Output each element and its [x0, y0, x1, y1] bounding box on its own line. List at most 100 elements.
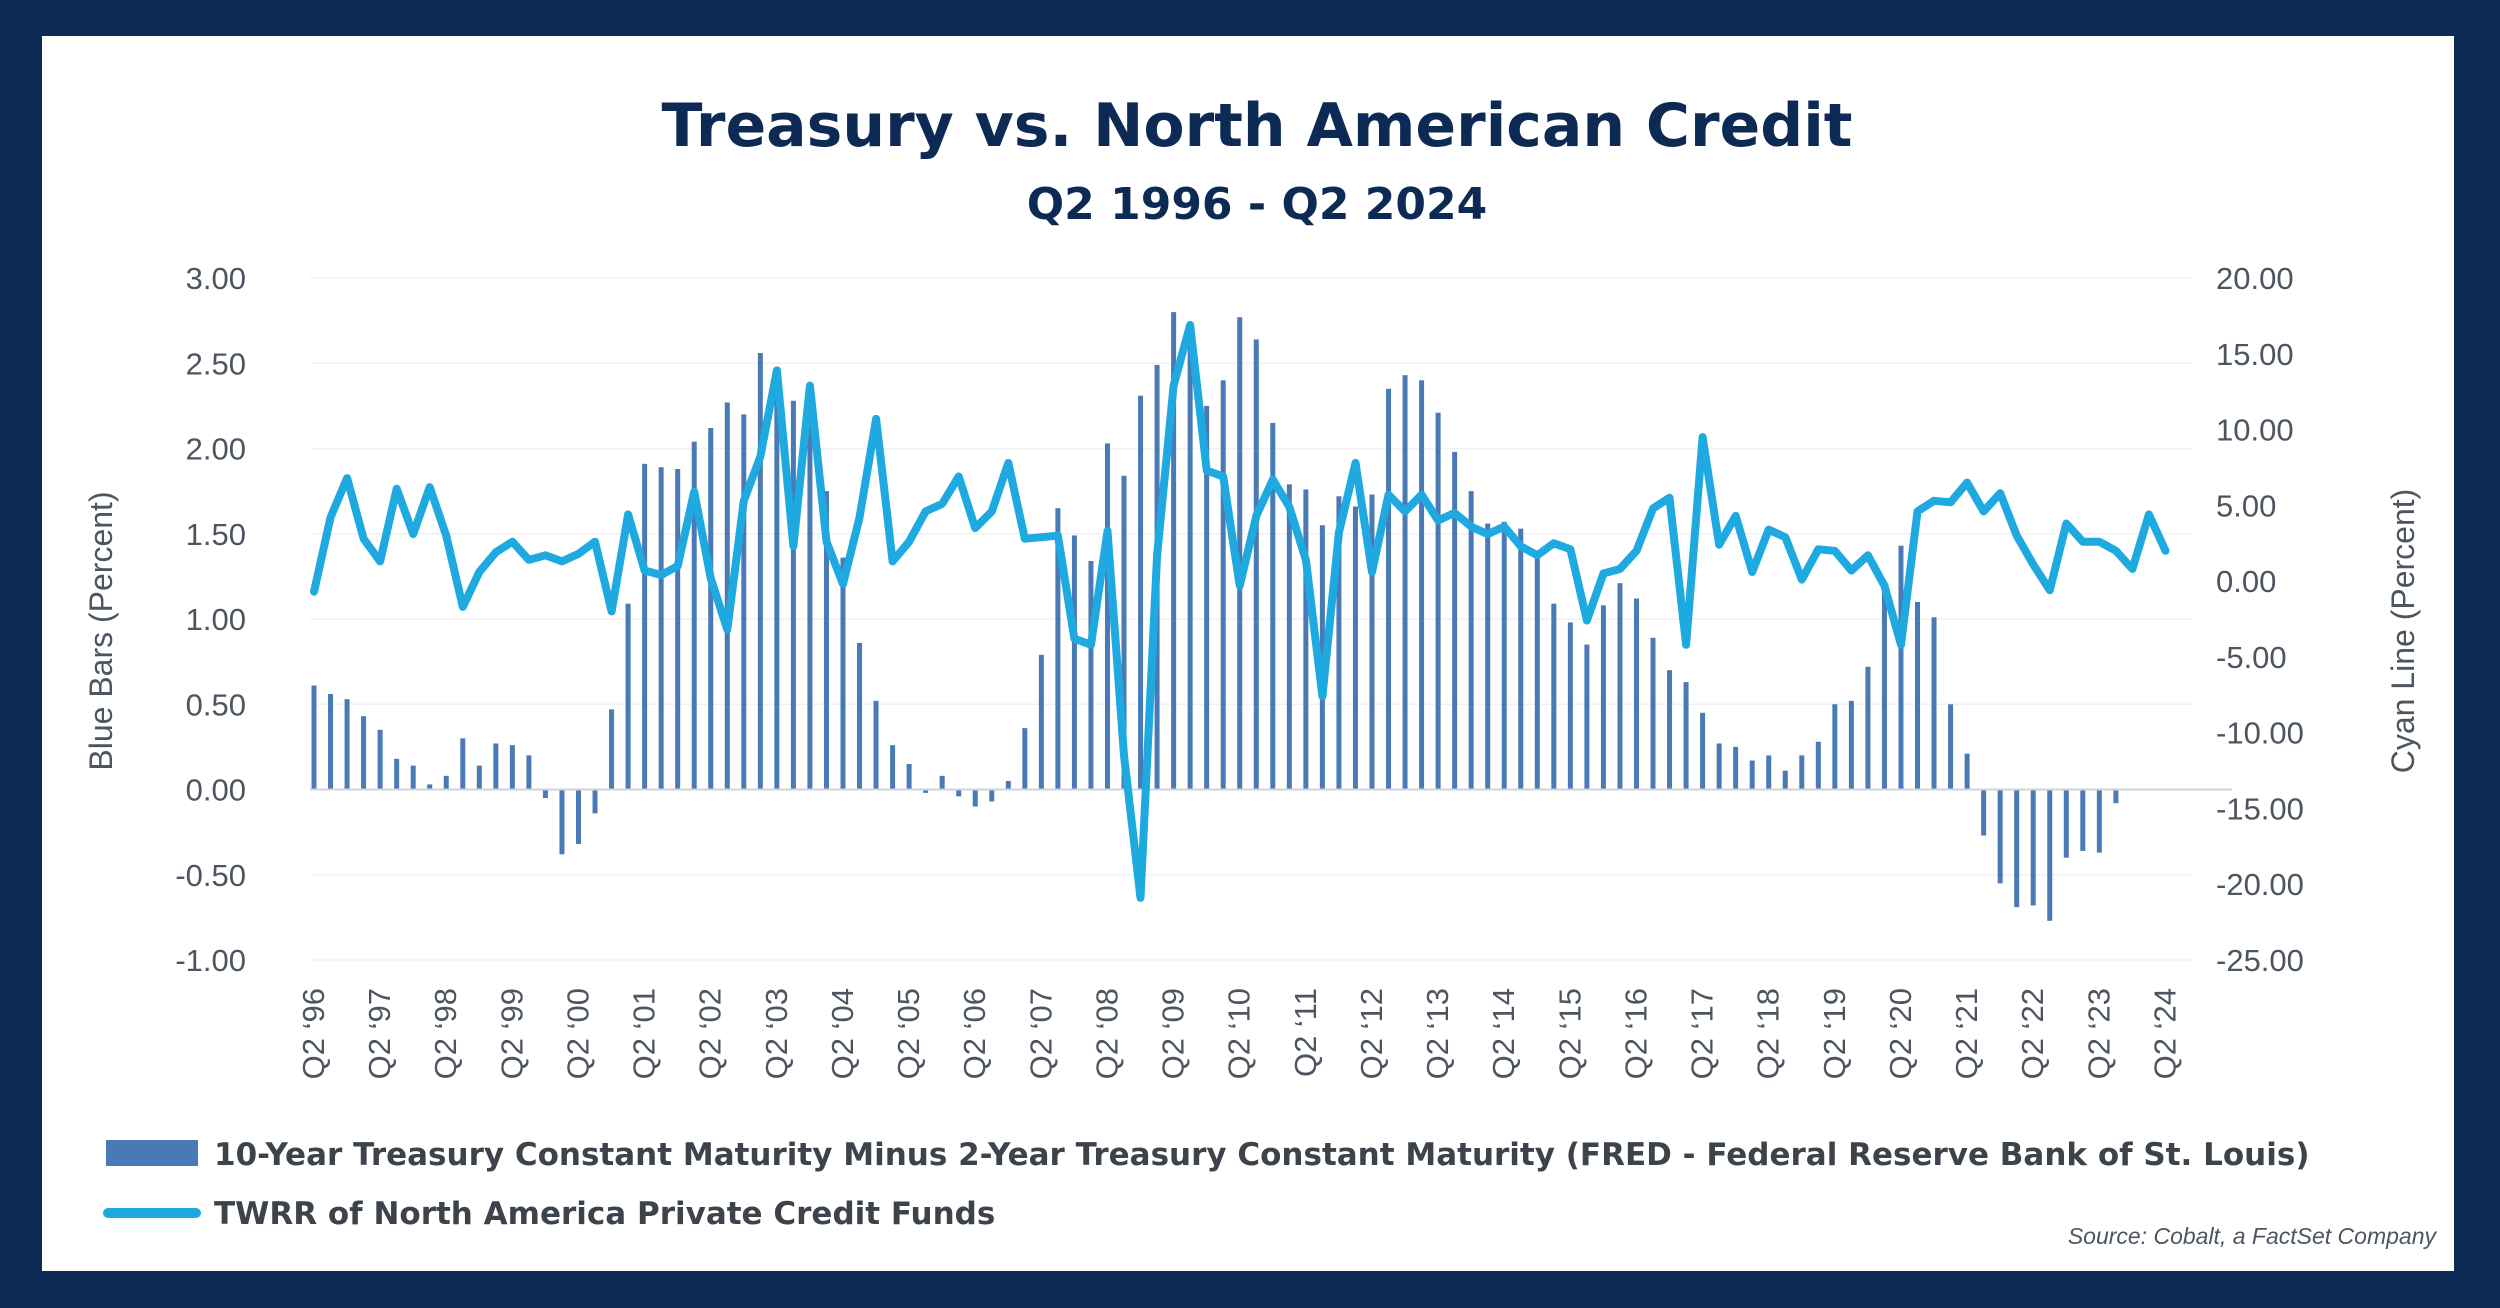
bar [1253, 339, 1259, 790]
left-tick-label: 1.00 [186, 602, 246, 637]
bar [2080, 789, 2086, 851]
x-tick-label: Q2 ‘19 [1817, 988, 1852, 1079]
bar [1204, 405, 1210, 790]
chart-svg: Treasury vs. North American Credit Q2 19… [83, 91, 2438, 1249]
left-tick-label: 0.00 [186, 773, 246, 808]
bar [1005, 780, 1011, 790]
bar [1931, 617, 1937, 790]
bar [1600, 605, 1606, 790]
bar [1683, 682, 1689, 790]
source-note: Source: Cobalt, a FactSet Company [2068, 1223, 2438, 1249]
bar [1567, 622, 1573, 790]
bar [939, 775, 945, 790]
bar [857, 642, 863, 790]
x-tick-label: Q2 ‘08 [1089, 988, 1124, 1079]
bar [840, 557, 846, 790]
right-tick-label: -20.00 [2216, 867, 2304, 902]
x-tick-label: Q2 ‘99 [494, 988, 529, 1079]
bar [1121, 475, 1127, 790]
bar [410, 765, 416, 790]
x-tick-label: Q2 ‘09 [1156, 988, 1191, 1079]
right-tick-label: -25.00 [2216, 943, 2304, 978]
bar [1071, 535, 1077, 790]
bar [575, 789, 581, 845]
bar [1088, 561, 1094, 790]
bar [1667, 670, 1673, 790]
bar [1749, 760, 1755, 790]
grid-lines [310, 277, 2192, 961]
x-tick-label: Q2 ‘20 [1883, 988, 1918, 1079]
x-tick-label: Q2 ‘06 [957, 988, 992, 1079]
bar [1716, 743, 1722, 790]
x-tick-label: Q2 ‘03 [759, 988, 794, 1079]
bar [1419, 380, 1425, 790]
chart-title: Treasury vs. North American Credit [662, 91, 1853, 161]
right-tick-label: 10.00 [2216, 413, 2294, 448]
left-tick-label: 3.00 [186, 261, 246, 296]
bar [1766, 755, 1772, 790]
x-tick-label: Q2 ‘97 [362, 988, 397, 1079]
bar [1220, 380, 1226, 790]
right-tick-label: 0.00 [2216, 564, 2276, 599]
bar [2113, 789, 2119, 804]
legend: 10-Year Treasury Constant Maturity Minus… [103, 1137, 2309, 1232]
bar [493, 743, 499, 790]
bar [344, 699, 350, 790]
x-tick-label: Q2 ‘21 [1949, 988, 1984, 1079]
bar [890, 745, 896, 790]
x-tick-label: Q2 ‘22 [2015, 988, 2050, 1079]
bar [1617, 583, 1623, 790]
bar [476, 765, 482, 790]
bar [427, 784, 433, 790]
x-tick-label: Q2 ‘02 [693, 988, 728, 1079]
x-axis-ticks: Q2 ‘96 Q2 ‘97 Q2 ‘98 Q2 ‘99 Q2 ‘00 Q2 ‘01 Q2 ‘… [296, 988, 2182, 1079]
left-axis-ticks: 3.00 2.50 2.00 1.50 1.00 0.50 0.00 -0.50 -1.00 [175, 261, 246, 978]
bar [2096, 789, 2102, 853]
bar [1865, 666, 1871, 790]
line-path [310, 321, 2170, 902]
bar [1898, 545, 1904, 790]
bar [609, 709, 615, 790]
bar [2063, 789, 2069, 858]
bar [1534, 555, 1540, 790]
bar [1485, 523, 1491, 790]
bar [1270, 422, 1276, 790]
x-tick-label: Q2 ‘01 [627, 988, 662, 1079]
bar [1733, 746, 1739, 790]
x-tick-label: Q2 ‘98 [428, 988, 463, 1079]
right-tick-label: -5.00 [2216, 640, 2287, 675]
bar [460, 738, 466, 790]
bar [1237, 317, 1243, 790]
x-tick-label: Q2 ‘24 [2147, 988, 2182, 1079]
bar [1022, 728, 1028, 790]
x-tick-label: Q2 ‘10 [1222, 988, 1257, 1079]
x-tick-label: Q2 ‘18 [1751, 988, 1786, 1079]
x-tick-label: Q2 ‘12 [1354, 988, 1389, 1079]
bar-series [311, 312, 2119, 921]
bar [526, 755, 532, 790]
bar [1518, 528, 1524, 790]
right-tick-label: 20.00 [2216, 261, 2294, 296]
bar [989, 789, 995, 802]
x-tick-label: Q2 ‘11 [1288, 988, 1323, 1077]
x-tick-label: Q2 ‘13 [1420, 988, 1455, 1079]
bar [1915, 601, 1921, 790]
bar [311, 685, 317, 790]
x-tick-label: Q2 ‘14 [1486, 988, 1521, 1079]
bar [1352, 506, 1358, 790]
bar [2047, 789, 2053, 921]
bar [972, 789, 978, 807]
right-tick-label: 5.00 [2216, 488, 2276, 523]
x-tick-label: Q2 ‘04 [825, 988, 860, 1079]
bar [658, 467, 664, 790]
bar [1171, 312, 1177, 790]
bar [1303, 489, 1309, 790]
bar [394, 758, 400, 790]
bar [592, 789, 598, 814]
bar [1386, 388, 1392, 790]
bar [807, 422, 813, 790]
left-tick-label: 1.50 [186, 517, 246, 552]
x-tick-label: Q2 ‘05 [891, 988, 926, 1079]
bar [1286, 484, 1292, 790]
bar [1104, 443, 1110, 790]
